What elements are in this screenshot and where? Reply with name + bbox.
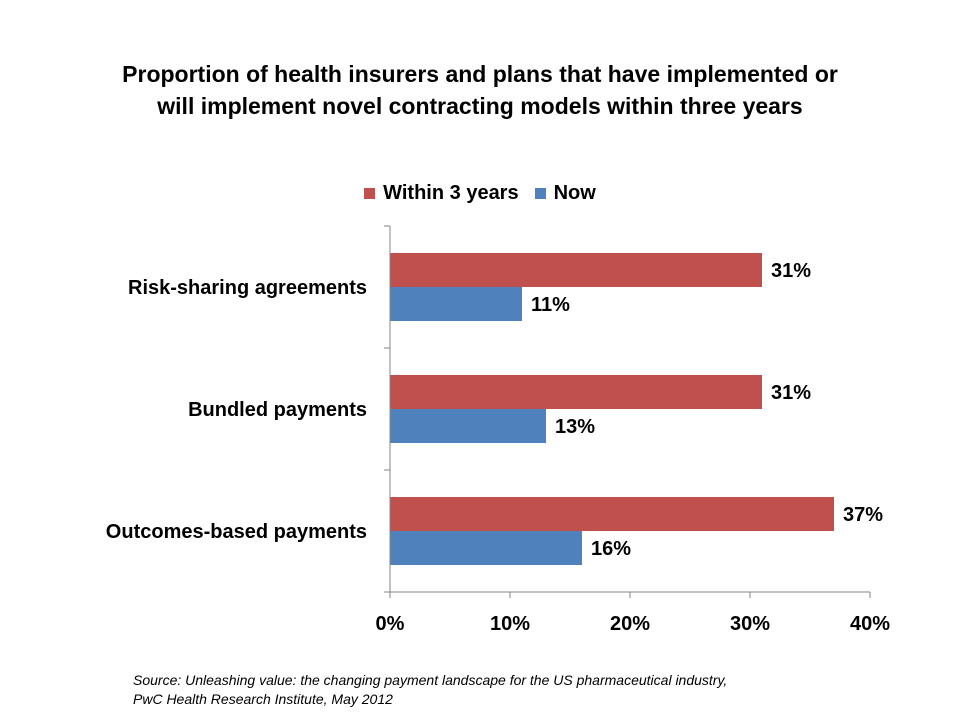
data-label-now-bundled-payments: 13% [555,416,595,438]
legend-swatch-within-3-years [364,187,376,199]
legend-label-now: Now [553,181,596,204]
legend-item-within-3-years: Within 3 years [364,181,519,205]
category-label-outcomes-based-payments: Outcomes-based payments [106,521,367,543]
legend-label-within-3-years: Within 3 years [383,181,519,204]
chart-title-line-2: will implement novel contracting models … [157,93,803,119]
source-line-2: PwC Health Research Institute, May 2012 [133,691,393,707]
data-label-within-3-years-risk-sharing-agreements: 31% [771,260,811,282]
bar-within-3-years-bundled-payments [390,375,762,409]
category-label-bundled-payments: Bundled payments [188,399,367,421]
bar-now-risk-sharing-agreements [390,287,522,321]
x-tick-label-0: 0% [376,613,405,635]
data-label-within-3-years-bundled-payments: 31% [771,382,811,404]
bar-within-3-years-outcomes-based-payments [390,497,834,531]
x-tick-label-10: 10% [490,613,530,635]
chart-legend: Within 3 years Now [0,180,960,206]
legend-swatch-now [534,187,546,199]
data-label-now-outcomes-based-payments: 16% [591,538,631,560]
source-note: Source: Unleashing value: the changing p… [133,671,933,709]
bar-now-outcomes-based-payments [390,531,582,565]
x-tick-label-20: 20% [610,613,650,635]
data-label-within-3-years-outcomes-based-payments: 37% [843,504,883,526]
data-label-now-risk-sharing-agreements: 11% [531,294,570,316]
x-tick-label-30: 30% [730,613,770,635]
bar-within-3-years-risk-sharing-agreements [390,253,762,287]
chart-title: Proportion of health insurers and plans … [0,58,960,122]
x-tick-label-40: 40% [850,613,890,635]
chart-title-line-1: Proportion of health insurers and plans … [122,61,838,87]
legend-item-now: Now [534,181,596,205]
source-line-1: Source: Unleashing value: the changing p… [133,672,728,688]
category-label-risk-sharing-agreements: Risk-sharing agreements [128,277,367,299]
bar-now-bundled-payments [390,409,546,443]
